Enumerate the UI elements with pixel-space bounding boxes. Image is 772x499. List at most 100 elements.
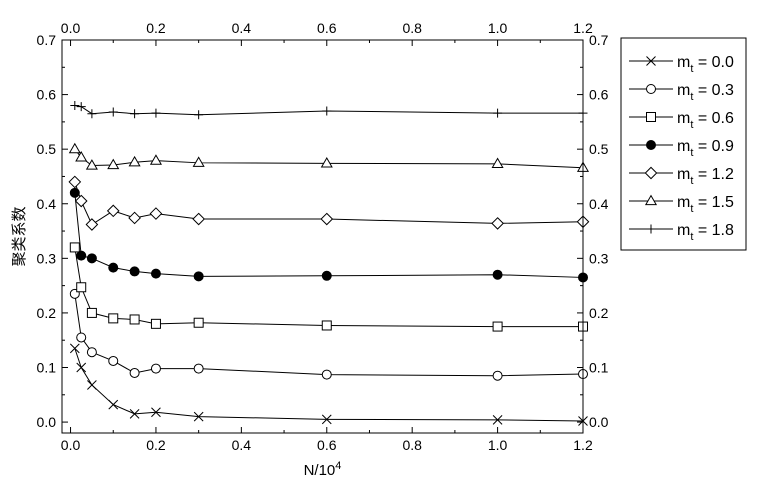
data-point [85,218,99,231]
data-point [194,110,204,120]
data-point [76,362,87,373]
y-tick-label-right: 0.7 [589,32,609,48]
legend-label-subscript: t [690,119,693,131]
x-axis-title-text: N/10 [304,462,336,479]
data-point [85,159,98,170]
legend-item-0.6: mt = 0.6 [629,110,734,131]
series-line [74,293,584,377]
y-tick-label-right: 0.3 [589,250,609,266]
x-tick-label: 0.8 [402,437,422,453]
data-point [107,158,120,170]
data-point [321,414,332,425]
x-axis-title: N/104 [304,460,342,479]
axes: 0.00.00.20.20.40.40.60.60.80.81.01.01.21… [37,20,609,453]
legend-label: mt = 0.6 [677,110,734,131]
data-point [193,271,204,282]
series-1.5 [68,142,590,172]
data-point [192,212,205,226]
y-axis-title: 聚类系数 [11,206,28,266]
x-tick-label-top: 0.2 [146,20,166,36]
data-point [70,101,80,110]
data-point [150,268,161,279]
x-tick-label-top: 0.6 [317,20,337,36]
data-point [86,307,97,318]
data-point [149,154,162,165]
x-tick-label: 1.2 [573,437,593,453]
data-point [322,106,332,116]
legend-label-value: = 1.2 [693,166,734,183]
y-tick-label: 0.0 [37,414,57,430]
data-point [69,187,80,198]
data-point [108,399,119,410]
y-tick-label: 0.7 [37,32,57,48]
legend-label-prefix: m [677,110,690,127]
legend-marker [644,166,658,180]
legend-item-0.0: mt = 0.0 [629,54,734,75]
series-line [74,181,584,226]
legend-label-value: = 0.0 [693,54,734,71]
data-point [320,212,334,226]
series-0.0 [69,343,588,426]
data-point [492,321,503,332]
data-point [86,347,97,358]
data-point [492,370,503,381]
y-tick-label-right: 0.2 [589,305,609,321]
legend-label-prefix: m [677,82,690,99]
y-tick-label: 0.1 [37,360,57,376]
legend-marker [646,56,656,66]
data-point [193,363,204,374]
y-tick-label: 0.5 [37,141,57,157]
data-point [129,367,140,378]
legend-label-prefix: m [677,54,690,71]
data-point [320,156,333,168]
series-line [74,192,584,278]
legend: mt = 0.0mt = 0.3mt = 0.6mt = 0.9mt = 1.2… [620,37,747,251]
data-point [68,175,82,189]
legend-item-1.2: mt = 1.2 [629,166,734,187]
legend-label-prefix: m [677,194,690,211]
data-point [129,266,140,277]
y-tick-label: 0.3 [37,250,57,266]
legend-label-subscript: t [690,63,693,75]
series-0.9 [69,187,588,283]
legend-label-subscript: t [690,175,693,187]
data-point [321,369,332,380]
legend-item-1.8: mt = 1.8 [629,222,734,243]
y-tick-label-right: 0.6 [589,87,609,103]
y-tick-label: 0.2 [37,305,57,321]
series-line [74,105,583,116]
data-point [492,269,503,280]
legend-item-0.9: mt = 0.9 [629,138,734,159]
data-point [69,242,80,253]
legend-marker [644,194,658,206]
legend-label-value: = 1.8 [693,222,734,239]
data-point [130,109,140,119]
series-line [74,348,584,422]
x-tick-label: 0.6 [317,437,337,453]
data-point [149,207,163,220]
data-point [108,262,119,273]
x-tick-label: 0.4 [232,437,252,453]
y-tick-label: 0.6 [37,87,57,103]
legend-label: mt = 1.5 [677,194,734,215]
legend-label-prefix: m [677,166,690,183]
data-point [491,217,504,230]
data-point [76,282,87,293]
y-tick-label-right: 0.5 [589,141,609,157]
series-line [74,247,583,328]
data-point [87,109,97,119]
data-point [321,270,332,281]
y-tick-label-right: 0.0 [589,414,609,430]
data-point [321,320,332,331]
legend-marker [646,84,656,94]
x-tick-label: 0.2 [146,437,166,453]
x-tick-label: 1.0 [488,437,508,453]
data-point [491,157,504,169]
data-point [75,150,88,162]
plot-area [68,101,590,426]
series-0.6 [69,242,588,332]
legend-label-prefix: m [677,222,690,239]
legend-label-value: = 0.3 [693,82,734,99]
legend-item-1.5: mt = 1.5 [629,194,734,215]
legend-label-subscript: t [690,147,693,159]
